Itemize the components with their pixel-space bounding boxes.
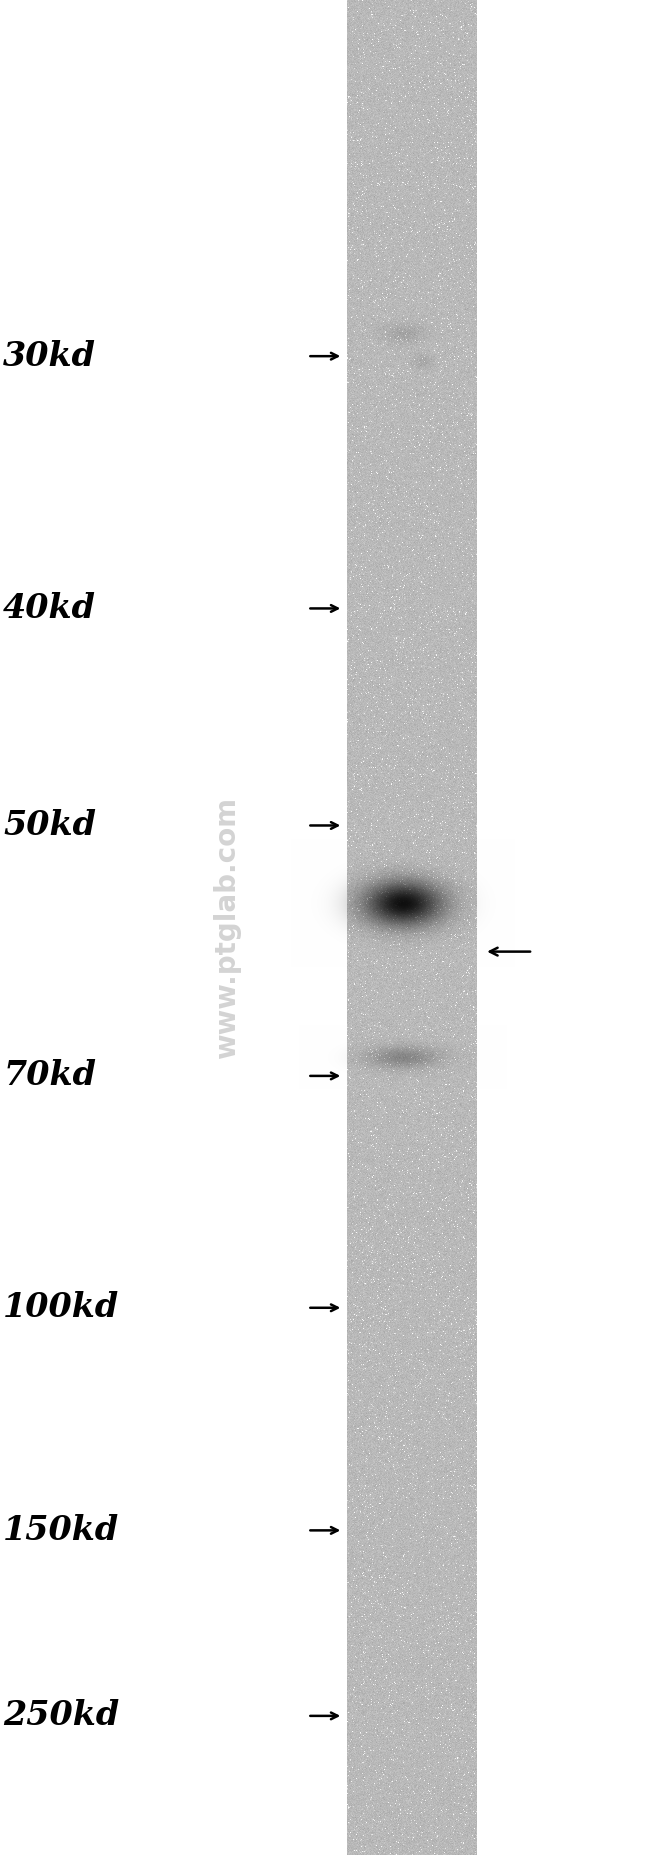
Text: 250kd: 250kd (3, 1699, 120, 1733)
Text: 150kd: 150kd (3, 1514, 120, 1547)
Text: 50kd: 50kd (3, 809, 96, 842)
Text: 70kd: 70kd (3, 1059, 96, 1093)
Text: 100kd: 100kd (3, 1291, 120, 1324)
Text: www.ptglab.com: www.ptglab.com (213, 796, 242, 1059)
Text: 30kd: 30kd (3, 339, 96, 373)
Text: 40kd: 40kd (3, 592, 96, 625)
